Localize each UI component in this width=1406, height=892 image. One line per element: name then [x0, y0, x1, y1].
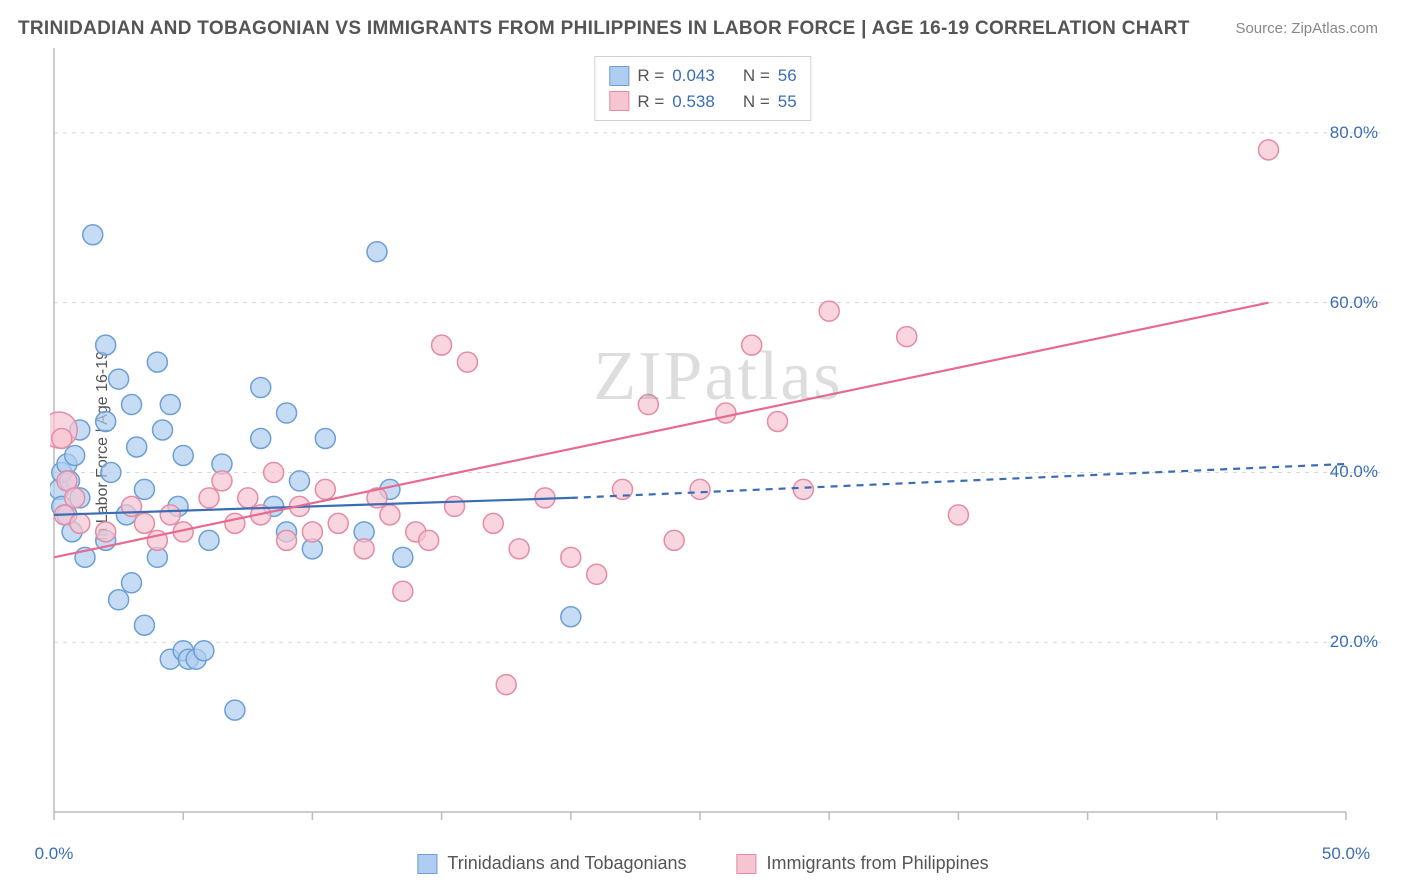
legend-row-trinidad: R = 0.043 N = 56: [609, 63, 796, 89]
n-label: N =: [743, 89, 770, 115]
legend-swatch-icon: [737, 854, 757, 874]
correlation-legend: R = 0.043 N = 56 R = 0.538 N = 55: [594, 56, 811, 121]
chart-title: TRINIDADIAN AND TOBAGONIAN VS IMMIGRANTS…: [18, 18, 1190, 40]
y-tick-label: 20.0%: [1330, 632, 1378, 652]
r-label: R =: [637, 63, 664, 89]
legend-label: Trinidadians and Tobagonians: [447, 853, 686, 874]
r-value: 0.043: [672, 63, 715, 89]
x-tick-label: 0.0%: [35, 844, 74, 864]
n-value: 55: [778, 89, 797, 115]
legend-row-philippines: R = 0.538 N = 55: [609, 89, 796, 115]
chart-container: TRINIDADIAN AND TOBAGONIAN VS IMMIGRANTS…: [0, 0, 1406, 892]
legend-item-philippines: Immigrants from Philippines: [737, 853, 989, 874]
n-value: 56: [778, 63, 797, 89]
n-label: N =: [743, 63, 770, 89]
y-tick-label: 40.0%: [1330, 462, 1378, 482]
series-legend: Trinidadians and Tobagonians Immigrants …: [417, 853, 988, 874]
x-tick-label: 50.0%: [1322, 844, 1370, 864]
legend-label: Immigrants from Philippines: [767, 853, 989, 874]
y-tick-label: 80.0%: [1330, 123, 1378, 143]
legend-swatch-icon: [417, 854, 437, 874]
chart-area: ZIPatlas: [50, 48, 1386, 832]
legend-item-trinidad: Trinidadians and Tobagonians: [417, 853, 686, 874]
y-tick-label: 60.0%: [1330, 293, 1378, 313]
legend-swatch-icon: [609, 66, 629, 86]
r-label: R =: [637, 89, 664, 115]
scatter-plot-svg: [50, 48, 1386, 832]
source-attribution: Source: ZipAtlas.com: [1235, 20, 1378, 37]
legend-swatch-icon: [609, 91, 629, 111]
r-value: 0.538: [672, 89, 715, 115]
